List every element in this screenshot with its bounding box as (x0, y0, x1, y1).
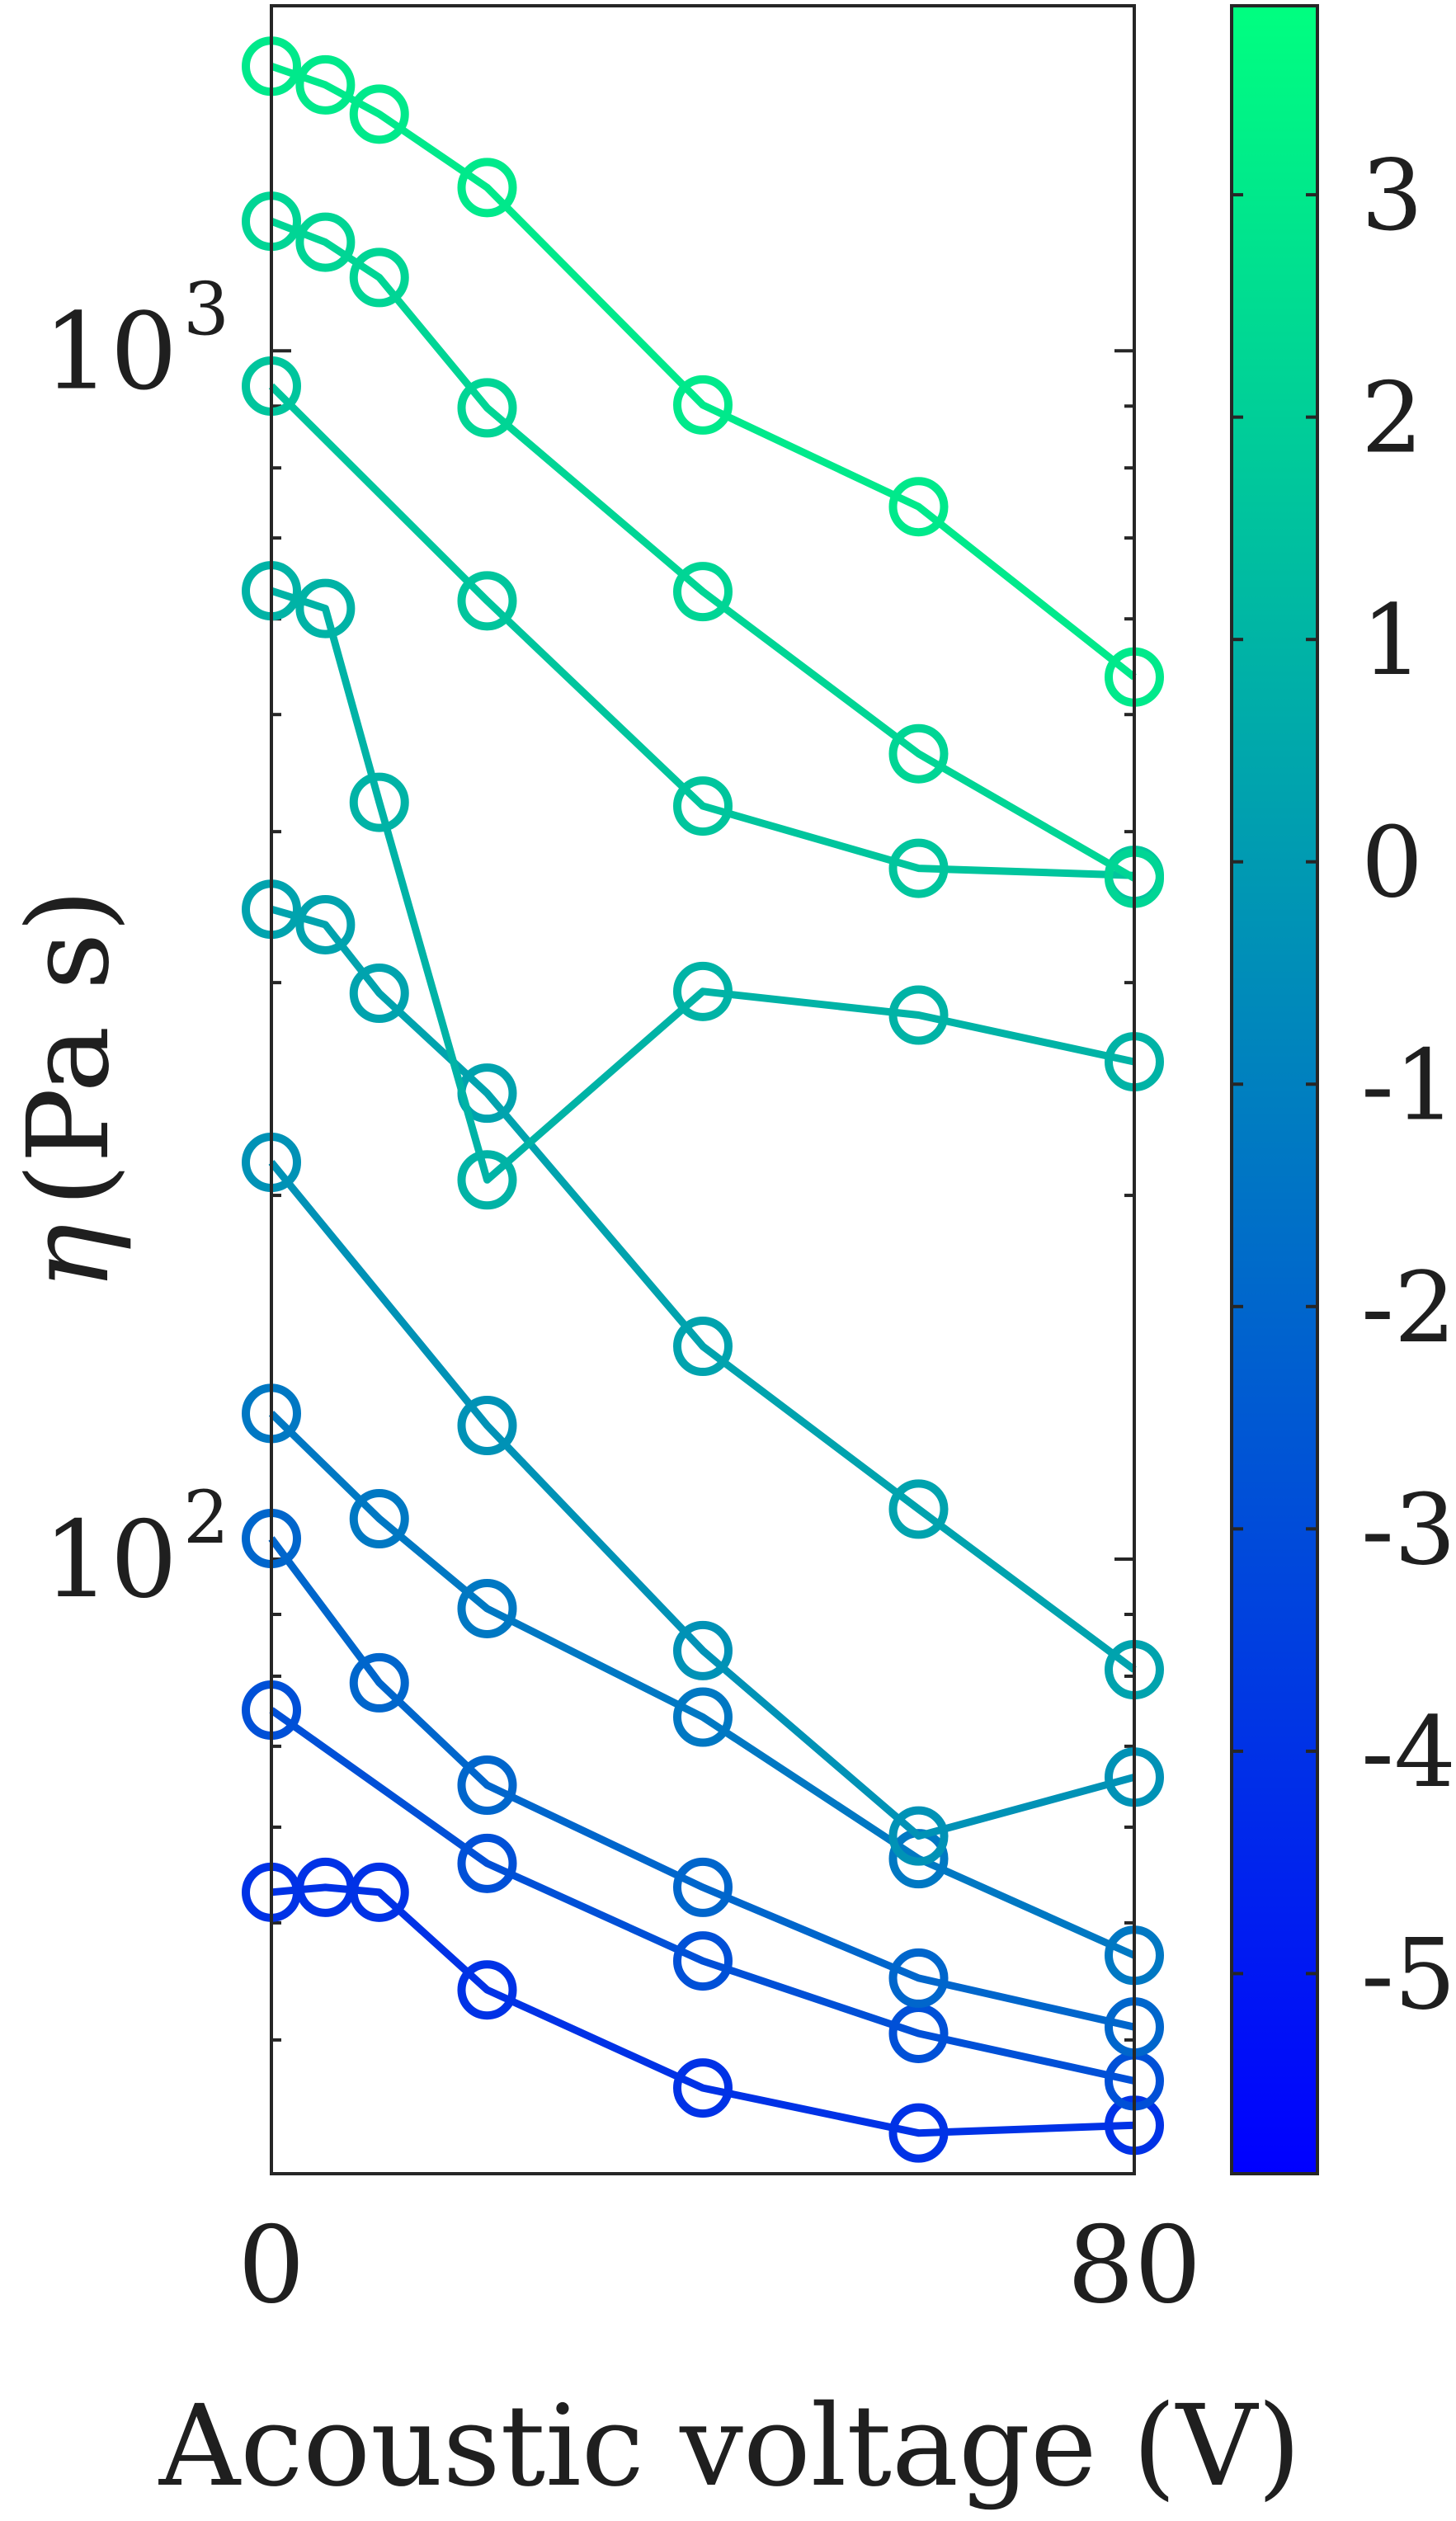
colorbar-tick-label: -4 (1361, 1695, 1456, 1809)
data-point (888, 723, 949, 784)
data-point (295, 212, 356, 272)
data-point (457, 1578, 517, 1638)
series-line (270, 63, 1137, 681)
data-point (673, 1317, 733, 1377)
series-line (268, 1160, 1136, 1840)
data-point (349, 84, 409, 144)
data-point (349, 1489, 409, 1549)
series-line (268, 383, 1135, 879)
data-point (349, 1862, 409, 1922)
data-point (349, 963, 409, 1023)
colorbar-tick-label: -1 (1361, 1028, 1456, 1142)
data-point (673, 961, 733, 1021)
data-point (888, 2103, 949, 2163)
colorbar (1230, 4, 1319, 2175)
plot-frame (270, 4, 1136, 2175)
data-point (673, 776, 733, 836)
series-10 (242, 36, 1164, 707)
colorbar-tick-label: 0 (1361, 806, 1423, 920)
y-tick-label: 10 (43, 1499, 177, 1622)
data-point (673, 2058, 733, 2118)
colorbar-tick-label: -2 (1361, 1251, 1456, 1364)
series-line (268, 1536, 1135, 2031)
series-line (271, 1883, 1135, 2137)
data-point (457, 1150, 517, 1210)
data-point (888, 1479, 949, 1539)
data-point (349, 247, 409, 308)
series-7 (242, 561, 1164, 1210)
data-point (673, 1931, 733, 1991)
colorbar-ticks: 3 2 1 0 -1 -2 -3 -4 -5 (1232, 139, 1456, 2031)
x-axis-title: Acoustic voltage (V) (158, 2382, 1301, 2512)
colorbar-tick-label: -5 (1361, 1917, 1456, 2031)
data-point (349, 1652, 409, 1713)
data-point (673, 1687, 733, 1747)
y-tick-exponent: 2 (183, 1475, 229, 1560)
data-point (673, 1620, 733, 1680)
data-point (295, 894, 356, 954)
data-point (457, 378, 517, 438)
data-point (457, 571, 517, 631)
data-point (673, 375, 733, 435)
y-axis-symbol: η (4, 1223, 134, 1290)
x-tick-label: 0 (238, 2204, 304, 2327)
series-1 (242, 1857, 1164, 2163)
series-line (270, 587, 1135, 1184)
data-point (888, 477, 949, 537)
colorbar-tick-label: 1 (1361, 583, 1423, 697)
data-point (295, 54, 356, 115)
y-axis-label: η (Pa s) (4, 888, 134, 1290)
series-line (270, 905, 1137, 1673)
data-point (457, 1833, 517, 1893)
series-layer (242, 36, 1164, 2163)
y-tick-label: 10 (43, 290, 177, 413)
data-point (888, 1948, 949, 2008)
data-point (888, 838, 949, 898)
data-point (457, 1960, 517, 2020)
data-point (673, 1857, 733, 1917)
x-tick-label: 80 (1067, 2204, 1202, 2327)
data-point (888, 985, 949, 1045)
series-line (269, 1707, 1135, 2085)
series-6 (242, 879, 1164, 1700)
colorbar-tick-label: 3 (1361, 139, 1423, 252)
colorbar-tick-label: -3 (1361, 1473, 1456, 1586)
data-point (888, 1806, 949, 1866)
series-line (270, 218, 1137, 882)
y-axis-title: (Pa s) (4, 888, 134, 1207)
data-point (888, 2003, 949, 2063)
data-point (457, 158, 517, 218)
x-axis-label: Acoustic voltage (V) (158, 2382, 1301, 2512)
data-point (457, 1755, 517, 1816)
data-point (295, 578, 356, 638)
plot-area (271, 6, 1134, 2174)
data-point (457, 1396, 517, 1456)
y-tick-exponent: 3 (183, 266, 229, 351)
data-point (349, 772, 409, 832)
data-point (673, 562, 733, 622)
colorbar-tick-label: 2 (1361, 361, 1423, 475)
svg-text:η(Pa s): η (Pa s) (4, 888, 134, 1290)
series-9 (242, 191, 1164, 908)
